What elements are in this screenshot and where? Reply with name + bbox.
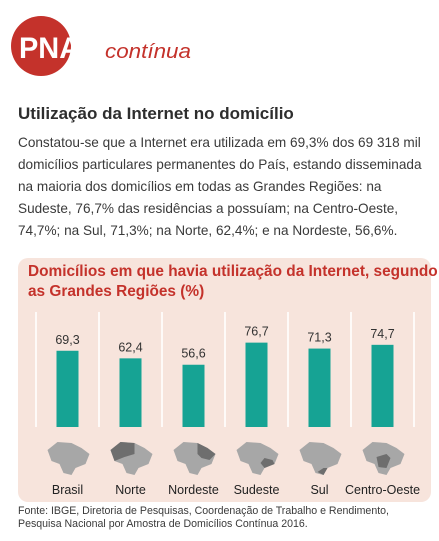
category-label: Brasil: [52, 483, 83, 497]
centro-oeste-region-map-icon: [362, 442, 405, 475]
source-line-1: Fonte: IBGE, Diretoria de Pesquisas, Coo…: [18, 505, 389, 517]
logo-secondary-text: contínua: [105, 41, 191, 63]
source-line-2: Pesquisa Nacional por Amostra de Domicíl…: [18, 518, 308, 530]
category-label: Sul: [310, 483, 328, 497]
nordeste-region-map-icon: [173, 442, 216, 475]
pnad-continua-logo: PNAD contínua: [11, 16, 191, 76]
data-label: 56,6: [181, 347, 205, 361]
category-label: Norte: [115, 483, 146, 497]
data-label: 74,7: [370, 327, 394, 341]
bar-brasil: [56, 350, 79, 427]
bar-norte: [119, 358, 142, 427]
category-label: Nordeste: [168, 483, 219, 497]
body-paragraph: Constatou-se que a Internet era utilizad…: [18, 135, 422, 238]
sudeste-region-map-icon: [236, 442, 279, 475]
data-label: 69,3: [55, 333, 79, 347]
bar-nordeste: [182, 364, 205, 427]
logo-primary-text: PNAD: [19, 32, 101, 65]
section-title: Utilização da Internet no domicílio: [18, 104, 294, 123]
category-label: Sudeste: [234, 483, 280, 497]
data-label: 71,3: [307, 331, 331, 345]
logo-red-circle: [11, 16, 71, 76]
data-label: 62,4: [118, 340, 142, 354]
norte-region-map-icon: [110, 442, 153, 475]
bar-sudeste: [245, 342, 268, 427]
data-label: 76,7: [244, 325, 268, 339]
sul-region-map-icon: [299, 442, 342, 475]
bar-sul: [308, 348, 331, 427]
category-label: Centro-Oeste: [345, 483, 420, 497]
source-note: Fonte: IBGE, Diretoria de Pesquisas, Coo…: [18, 505, 389, 531]
bar-centro-oeste: [371, 344, 394, 427]
chart-title: Domicílios em que havia utilização da In…: [28, 263, 438, 300]
brazil-map-icon: [47, 442, 90, 475]
